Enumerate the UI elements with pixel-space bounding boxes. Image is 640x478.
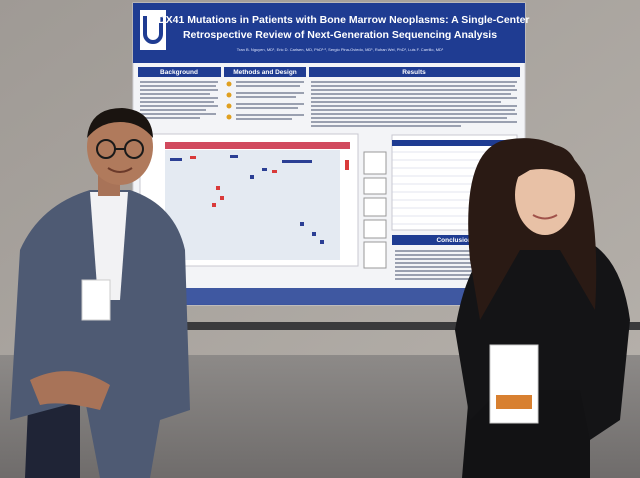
poster: DDX41 Mutations in Patients with Bone Ma… — [132, 2, 530, 306]
person-left — [10, 108, 190, 478]
section-title: Results — [402, 69, 426, 76]
person-right — [455, 138, 630, 478]
poster-title: DDX41 Mutations in Patients with Bone Ma… — [150, 14, 529, 26]
section-title: Background — [160, 69, 198, 76]
poster-footer — [133, 288, 525, 305]
badge — [81, 279, 111, 321]
bullet-icons — [226, 81, 232, 120]
hair — [87, 108, 153, 138]
logo-mark — [143, 16, 163, 44]
heatmap-bar — [165, 142, 350, 149]
glasses — [96, 139, 144, 159]
heatmap-cells — [170, 155, 324, 244]
blazer — [10, 190, 190, 478]
face — [515, 155, 575, 235]
hands — [30, 371, 110, 410]
section-bar — [392, 235, 520, 245]
poster-title: Retrospective Review of Next-Generation … — [183, 29, 497, 41]
poster-authors: Tran B. Nguyen, MD¹, Eric D. Carlsen, MD… — [237, 47, 444, 52]
legend-boxes — [363, 151, 387, 269]
board-rail — [170, 322, 640, 330]
badge-ribbon — [496, 395, 532, 409]
poster-header — [133, 3, 525, 63]
smile — [532, 214, 558, 220]
section-title: Methods and Design — [233, 69, 297, 76]
table-header — [392, 140, 517, 146]
section-bar — [309, 67, 520, 77]
heatmap-grid — [165, 150, 340, 260]
section-bar — [224, 67, 306, 77]
section-title: Conclusions — [436, 237, 475, 244]
bangs — [513, 144, 579, 185]
shirt — [90, 192, 128, 300]
section-bar — [138, 67, 221, 77]
badge — [489, 344, 539, 424]
text-lines — [140, 81, 517, 280]
heatmap-cells — [190, 156, 349, 207]
smile — [107, 167, 133, 173]
face — [87, 109, 153, 185]
